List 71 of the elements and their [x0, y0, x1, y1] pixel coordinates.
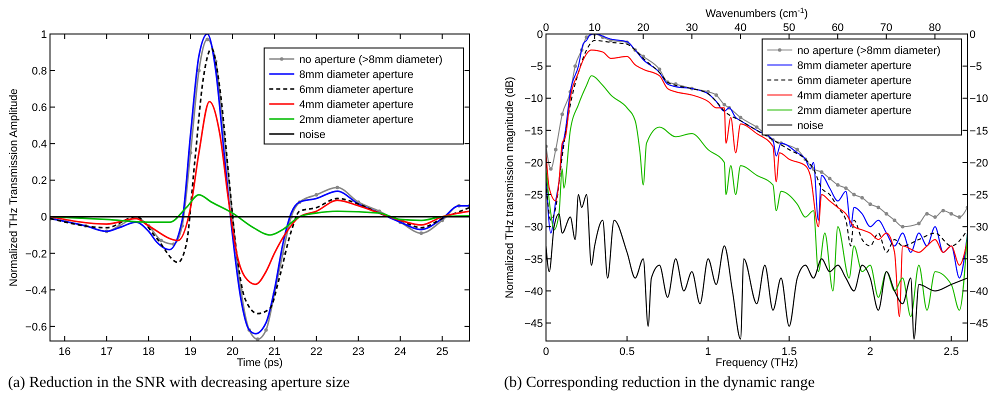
- y2-tick-label: 0: [969, 29, 976, 41]
- x2-tick-label: 40: [734, 22, 746, 34]
- y2-tick-label: −45: [969, 318, 988, 330]
- y-tick-label: 0.8: [32, 66, 47, 78]
- y-axis-title: Normalized THz transmission magnitude (dB): [504, 76, 516, 298]
- y-tick-label: 1: [40, 29, 47, 41]
- y-tick-label: −15: [524, 125, 542, 138]
- y-tick-label: −25: [524, 190, 542, 202]
- y-tick-label: −30: [524, 222, 542, 234]
- y-tick-label: −35: [524, 254, 542, 266]
- x2-tick-label: 80: [928, 22, 941, 34]
- y2-tick-label: −30: [969, 222, 988, 234]
- y2-tick-label: −35: [969, 254, 988, 266]
- legend-label: 6mm diameter aperture: [796, 75, 912, 87]
- y-tick-label: −10: [524, 93, 542, 106]
- y-tick-label: 0.6: [32, 102, 47, 114]
- legend-label: 4mm diameter aperture: [299, 99, 414, 111]
- x-tick-label: 2.5: [943, 346, 958, 358]
- x-tick-label: 1: [704, 346, 711, 358]
- y-axis-title: Normalized THz Transmission Amplitude: [8, 88, 20, 286]
- x-tick-label: 18: [142, 346, 155, 358]
- legend-label: no aperture (>8mm diameter): [796, 45, 940, 57]
- legend-label: no aperture (>8mm diameter): [299, 54, 443, 66]
- legend-label: 8mm diameter aperture: [299, 69, 414, 81]
- y-tick-label: 0: [40, 212, 47, 224]
- x-tick-label: 16: [58, 346, 71, 358]
- x2-tick-label: 20: [636, 22, 649, 34]
- legend-label: noise: [299, 129, 326, 141]
- legend-label: noise: [796, 120, 823, 132]
- x-tick-label: 25: [436, 346, 448, 358]
- x2-tick-label: 60: [831, 22, 844, 34]
- legend-label: 8mm diameter aperture: [796, 60, 912, 72]
- legend-label: 2mm diameter aperture: [796, 105, 912, 117]
- x-tick-label: 21: [268, 346, 281, 358]
- y2-tick-label: −25: [969, 190, 988, 202]
- x-tick-label: 1.5: [781, 346, 796, 358]
- x2-tick-label: 50: [782, 22, 795, 34]
- x2-tick-label: 30: [685, 22, 698, 34]
- text: (b) Corresponding reduction in the dynamic range: [504, 374, 814, 391]
- text: (a) Reduction in the SNR with decreasing aperture size: [8, 374, 350, 391]
- y2-tick-label: −15: [969, 125, 988, 138]
- y-tick-label: 0.4: [32, 138, 47, 151]
- y-tick-label: 0.2: [32, 175, 47, 188]
- y-tick-label: −0.4: [25, 284, 47, 297]
- x-axis-title: Time (ps): [236, 357, 283, 369]
- x-tick-label: 19: [184, 346, 197, 358]
- y-tick-label: −40: [524, 286, 542, 298]
- y-tick-label: −5: [530, 61, 542, 74]
- x-axis-title: Frequency (THz): [714, 357, 798, 369]
- x2-tick-label: 70: [880, 22, 892, 34]
- y-tick-label: −45: [524, 318, 542, 330]
- x-tick-label: 24: [394, 346, 406, 358]
- y-tick-label: 0: [536, 29, 542, 41]
- y2-tick-label: −10: [969, 93, 988, 106]
- x-tick-label: 2: [866, 346, 873, 358]
- x-tick-label: 20: [226, 346, 239, 358]
- y-tick-label: −0.6: [25, 321, 47, 334]
- legend-label: 4mm diameter aperture: [796, 90, 912, 102]
- x-tick-label: 23: [352, 346, 364, 358]
- x-tick-label: 22: [310, 346, 323, 358]
- y-tick-label: −20: [524, 157, 542, 170]
- legend-label: 2mm diameter aperture: [299, 114, 414, 126]
- x-tick-label: 0.5: [618, 346, 634, 358]
- x-tick-label: 17: [100, 346, 113, 358]
- y2-tick-label: −5: [969, 61, 982, 74]
- y-tick-label: −0.2: [25, 248, 47, 260]
- y2-tick-label: −20: [969, 157, 988, 170]
- legend-label: 6mm diameter aperture: [299, 84, 414, 96]
- y2-tick-label: −40: [969, 286, 988, 298]
- x2-tick-label: 10: [588, 22, 600, 34]
- x2-axis-title: Wavenumbers (cm$^{-1}$): [705, 6, 808, 20]
